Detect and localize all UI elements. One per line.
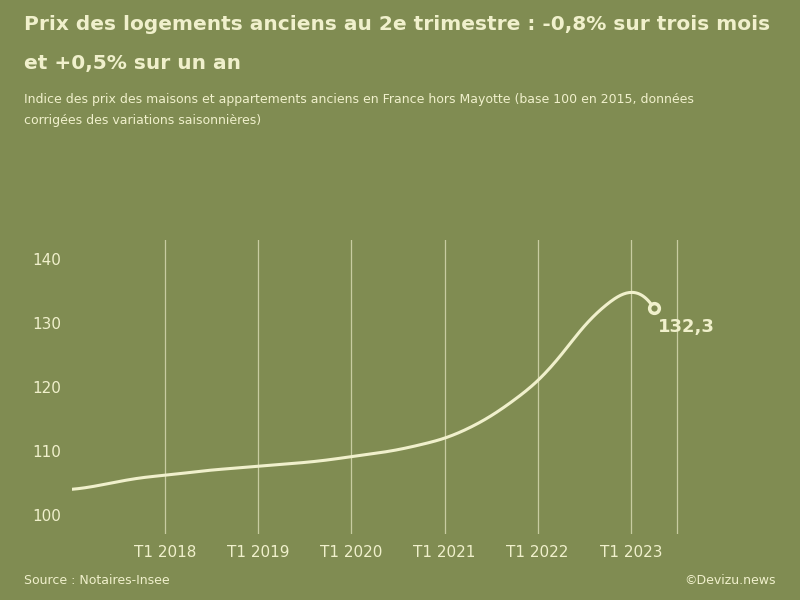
Text: Source : Notaires-Insee: Source : Notaires-Insee [24, 574, 170, 587]
Text: corrigées des variations saisonnières): corrigées des variations saisonnières) [24, 114, 261, 127]
Text: Prix des logements anciens au 2e trimestre : -0,8% sur trois mois: Prix des logements anciens au 2e trimest… [24, 15, 770, 34]
Text: 132,3: 132,3 [658, 318, 714, 336]
Text: Indice des prix des maisons et appartements anciens en France hors Mayotte (base: Indice des prix des maisons et apparteme… [24, 93, 694, 106]
Text: ©Devizu.news: ©Devizu.news [685, 574, 776, 587]
Text: et +0,5% sur un an: et +0,5% sur un an [24, 54, 241, 73]
